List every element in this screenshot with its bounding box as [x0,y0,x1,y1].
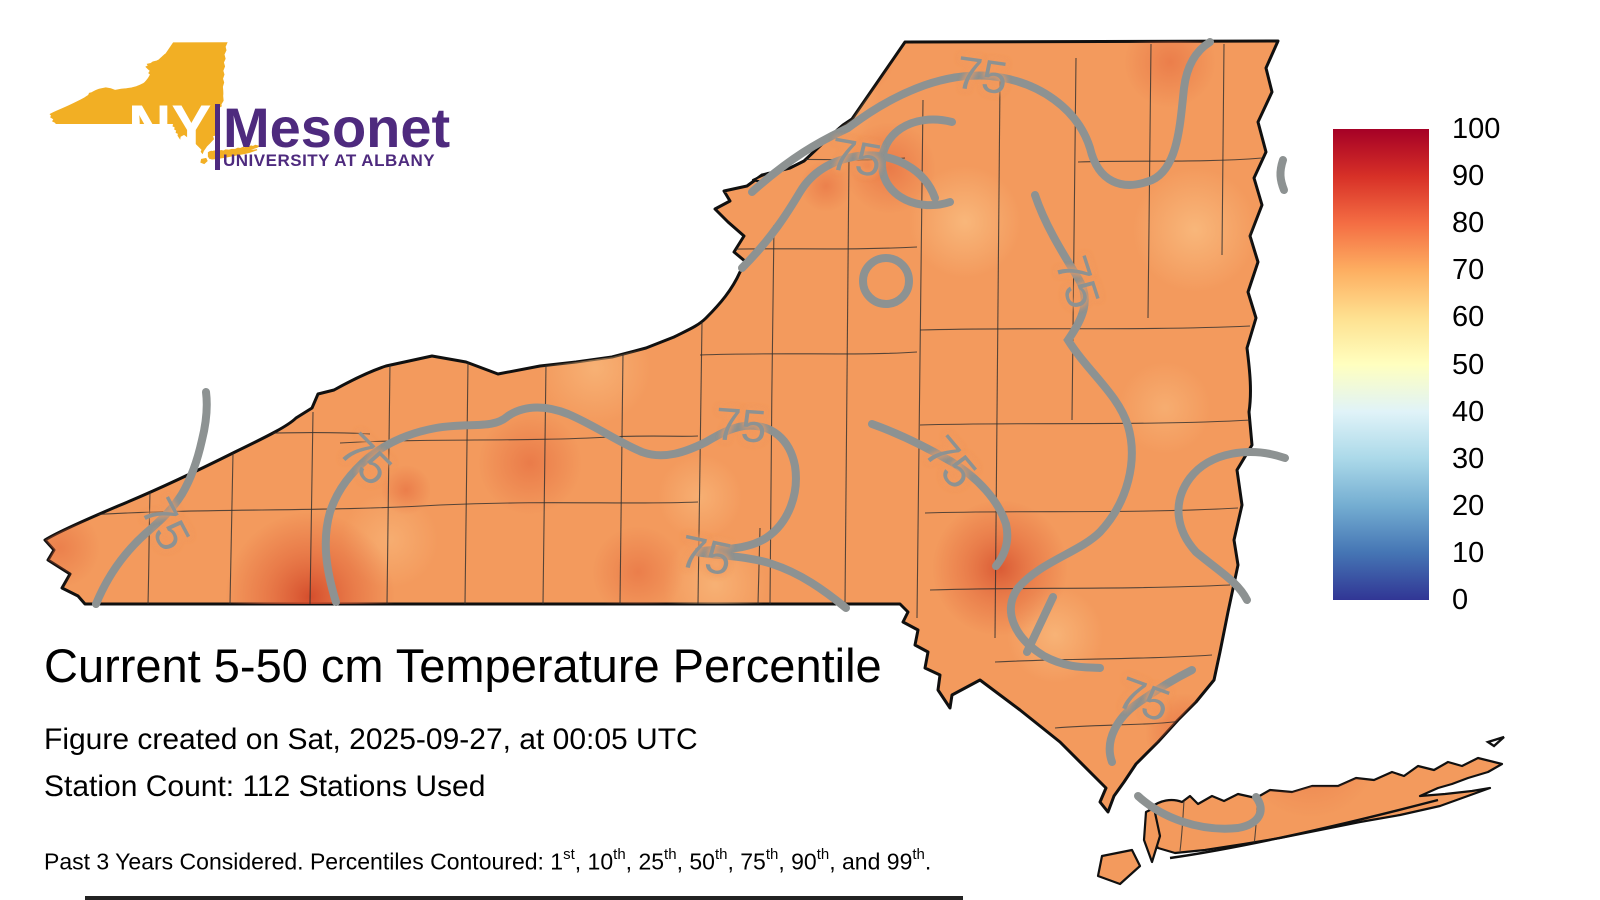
station-count: Station Count: 112 Stations Used [44,770,486,803]
percentile-contours [92,38,1289,833]
figure-title: Current 5-50 cm Temperature Percentile [44,639,882,692]
logo-divider-bar [215,104,220,170]
contour-label: 75 [826,126,886,188]
logo-mesonet-text: Mesonet [223,96,451,159]
colorbar-gradient [1333,129,1429,600]
logo-university-text: UNIVERSITY AT ALBANY [223,151,436,170]
colorbar-tick: 30 [1452,442,1485,475]
colorbar-tick: 20 [1452,489,1485,522]
colorbar-tick: 10 [1452,536,1485,569]
county-boundaries [87,43,1263,852]
colorbar-tick: 50 [1452,348,1485,381]
created-timestamp: Figure created on Sat, 2025-09-27, at 00… [44,723,698,756]
colorbar-tick: 40 [1452,395,1485,428]
colorbar-tick: 90 [1452,160,1485,193]
barrier-islands [1169,735,1505,860]
contour-label: 75 [675,524,737,586]
contour-label: 75 [713,397,769,453]
colorbar-tick: 80 [1452,207,1485,240]
logo-nys-text: NYS [128,93,252,160]
contour-label: 75 [953,45,1011,105]
colorbar-tick: 0 [1452,584,1469,616]
colorbar-tick: 60 [1452,301,1485,334]
colorbar-tick: 100 [1452,113,1501,145]
colorbar-tick: 70 [1452,254,1485,287]
percentiles-footnote: Past 3 Years Considered. Percentiles Con… [44,846,932,875]
clipped-bottom-text [85,896,963,900]
